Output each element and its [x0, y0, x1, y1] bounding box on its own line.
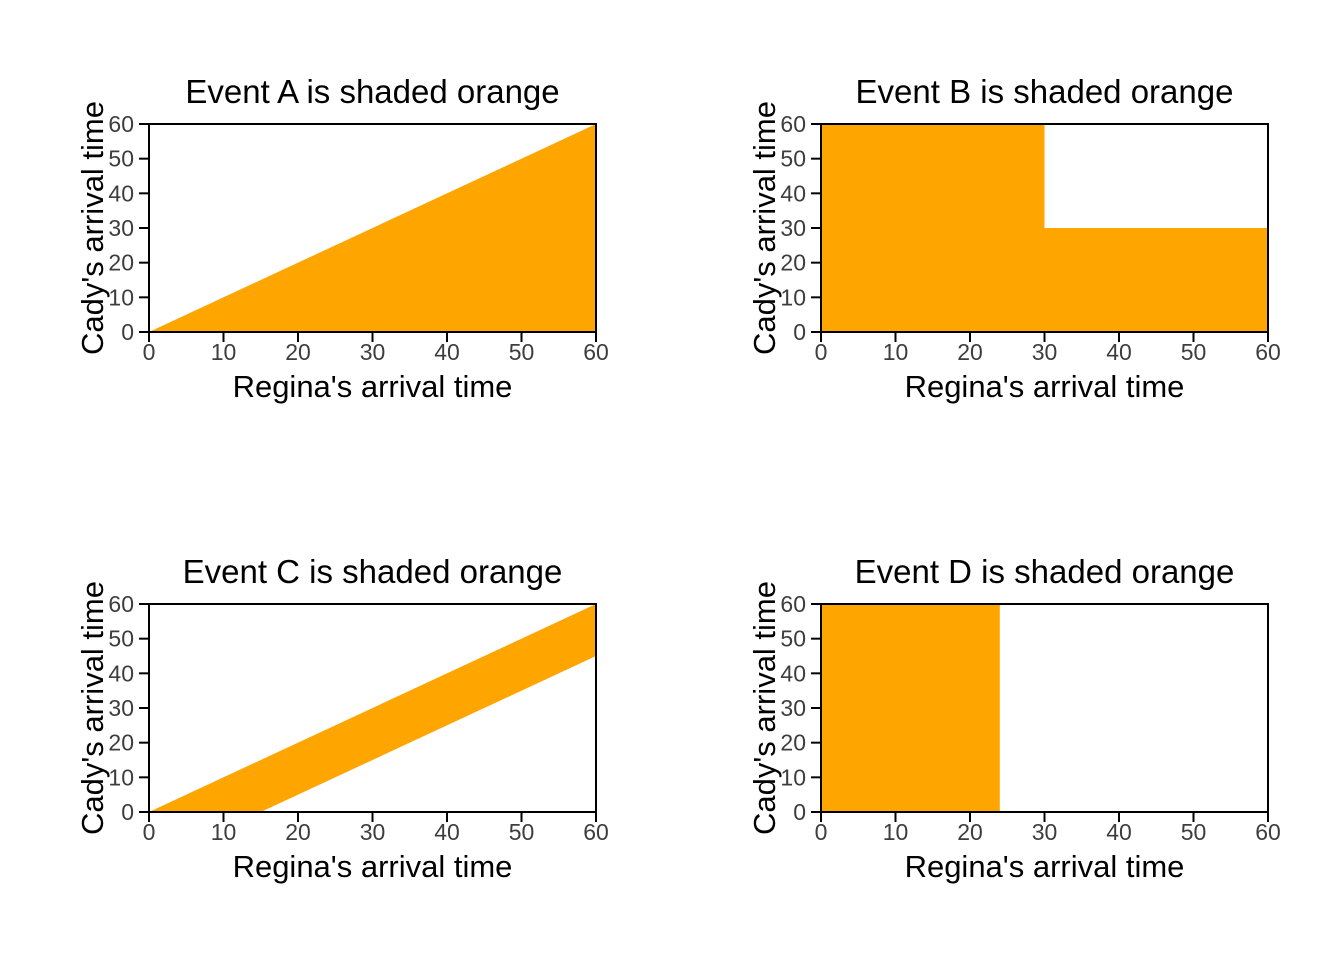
y-tick-label: 0: [121, 799, 134, 825]
x-axis-label: Regina's arrival time: [233, 849, 513, 884]
y-tick-label: 40: [108, 180, 134, 206]
x-tick-label: 40: [1106, 819, 1132, 845]
x-tick-label: 0: [143, 339, 156, 365]
x-axis-label: Regina's arrival time: [905, 369, 1185, 404]
y-tick-label: 0: [121, 319, 134, 345]
panel-event-b: Event B is shaded orange Regina's arriva…: [672, 0, 1344, 480]
x-tick-label: 50: [1181, 339, 1207, 365]
x-tick-label: 0: [815, 819, 828, 845]
event-b-plot: Event B is shaded orange Regina's arriva…: [747, 73, 1281, 404]
y-axis-label: Cady's arrival time: [747, 101, 782, 355]
plot-title: Event D is shaded orange: [855, 553, 1235, 590]
x-tick-label: 60: [1255, 819, 1281, 845]
x-tick-label: 0: [815, 339, 828, 365]
y-axis-label: Cady's arrival time: [75, 101, 110, 355]
y-tick-label: 10: [108, 764, 134, 790]
y-tick-label: 10: [108, 284, 134, 310]
plot-title: Event B is shaded orange: [856, 73, 1234, 110]
y-tick-label: 20: [780, 250, 806, 276]
x-tick-label: 60: [583, 819, 609, 845]
x-axis-label: Regina's arrival time: [233, 369, 513, 404]
y-tick-label: 30: [108, 215, 134, 241]
y-tick-label: 50: [108, 626, 134, 652]
y-tick-label: 0: [793, 799, 806, 825]
y-tick-label: 30: [780, 695, 806, 721]
plot-body: 0 10 20 30 40 50 60 0 10 20 30 40 50 60: [780, 591, 1280, 845]
shaded-region: [149, 604, 596, 812]
shaded-region: [821, 124, 1268, 332]
panel-event-a: Event A is shaded orange Regina's arriva…: [0, 0, 672, 480]
y-axis-label: Cady's arrival time: [747, 581, 782, 835]
y-tick-label: 60: [780, 111, 806, 137]
plot-box: [820, 603, 1269, 813]
y-tick-label: 20: [108, 250, 134, 276]
y-tick-label: 60: [108, 591, 134, 617]
plot-title: Event C is shaded orange: [183, 553, 563, 590]
x-tick-label: 10: [883, 819, 909, 845]
panel-event-d: Event D is shaded orange Regina's arriva…: [672, 480, 1344, 960]
panel-event-c: Event C is shaded orange Regina's arriva…: [0, 480, 672, 960]
plot-box: [148, 603, 597, 813]
x-tick-label: 60: [583, 339, 609, 365]
x-tick-label: 30: [1032, 339, 1058, 365]
y-tick-label: 10: [780, 764, 806, 790]
y-tick-label: 0: [793, 319, 806, 345]
y-tick-label: 50: [108, 146, 134, 172]
plot-box: [820, 123, 1269, 333]
plot-body: 0 10 20 30 40 50 60 0 10 20 30 40 50 60: [108, 591, 608, 845]
y-tick-label: 30: [780, 215, 806, 241]
y-tick-label: 40: [780, 180, 806, 206]
x-tick-label: 20: [957, 819, 983, 845]
y-tick-label: 10: [780, 284, 806, 310]
plot-body: 0 10 20 30 40 50 60 0 10 20 30 40 50 60: [108, 111, 608, 365]
event-d-plot: Event D is shaded orange Regina's arriva…: [747, 553, 1281, 884]
y-tick-label: 40: [108, 660, 134, 686]
x-tick-label: 20: [957, 339, 983, 365]
x-tick-label: 60: [1255, 339, 1281, 365]
x-tick-label: 50: [1181, 819, 1207, 845]
shaded-region: [821, 604, 1000, 812]
x-tick-label: 20: [285, 819, 311, 845]
y-tick-label: 60: [108, 111, 134, 137]
x-tick-label: 30: [1032, 819, 1058, 845]
x-tick-label: 30: [360, 819, 386, 845]
y-tick-label: 60: [780, 591, 806, 617]
x-tick-label: 50: [509, 819, 535, 845]
x-axis-label: Regina's arrival time: [905, 849, 1185, 884]
y-axis-label: Cady's arrival time: [75, 581, 110, 835]
plot-body: 0 10 20 30 40 50 60 0 10 20 30 40 50 60: [780, 111, 1280, 365]
y-tick-label: 20: [780, 730, 806, 756]
x-tick-label: 10: [211, 339, 237, 365]
shaded-region: [149, 124, 596, 332]
event-c-plot: Event C is shaded orange Regina's arriva…: [75, 553, 609, 884]
x-tick-label: 40: [434, 819, 460, 845]
plot-box: [148, 123, 597, 333]
plot-title: Event A is shaded orange: [185, 73, 559, 110]
x-tick-label: 30: [360, 339, 386, 365]
x-tick-label: 10: [883, 339, 909, 365]
x-tick-label: 40: [434, 339, 460, 365]
x-tick-label: 0: [143, 819, 156, 845]
x-tick-label: 10: [211, 819, 237, 845]
x-tick-label: 50: [509, 339, 535, 365]
x-tick-label: 20: [285, 339, 311, 365]
y-tick-label: 50: [780, 626, 806, 652]
x-tick-label: 40: [1106, 339, 1132, 365]
event-a-plot: Event A is shaded orange Regina's arriva…: [75, 73, 609, 404]
y-tick-label: 50: [780, 146, 806, 172]
y-tick-label: 20: [108, 730, 134, 756]
y-tick-label: 30: [108, 695, 134, 721]
y-tick-label: 40: [780, 660, 806, 686]
